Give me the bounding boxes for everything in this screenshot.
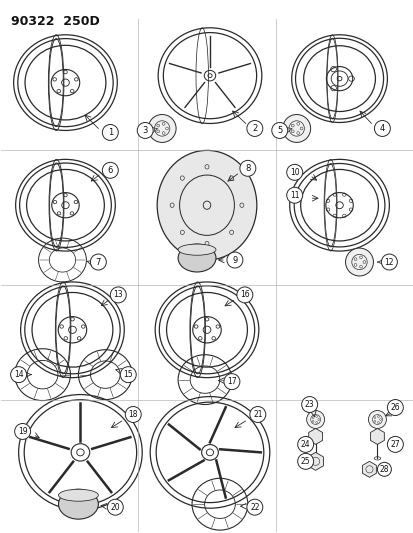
Text: 17: 17 — [227, 377, 236, 386]
Circle shape — [239, 160, 255, 176]
Text: 22: 22 — [249, 503, 259, 512]
Circle shape — [377, 462, 390, 477]
Circle shape — [125, 407, 141, 423]
Text: 25: 25 — [300, 457, 310, 466]
Circle shape — [345, 248, 373, 276]
Circle shape — [226, 252, 242, 268]
Circle shape — [246, 499, 262, 515]
Text: 28: 28 — [379, 465, 388, 474]
Ellipse shape — [157, 150, 256, 260]
Text: 10: 10 — [289, 168, 299, 177]
Ellipse shape — [178, 244, 216, 272]
Circle shape — [14, 424, 31, 439]
Circle shape — [297, 437, 313, 453]
Circle shape — [380, 254, 396, 270]
Text: 14: 14 — [14, 370, 24, 379]
Circle shape — [286, 164, 302, 180]
Circle shape — [271, 123, 287, 139]
Circle shape — [297, 454, 313, 470]
Text: 2: 2 — [252, 124, 257, 133]
Circle shape — [387, 400, 402, 416]
Polygon shape — [362, 462, 375, 477]
Circle shape — [11, 367, 26, 383]
Text: 12: 12 — [384, 257, 393, 266]
Circle shape — [301, 397, 317, 413]
Circle shape — [120, 367, 136, 383]
Text: 26: 26 — [389, 403, 399, 412]
Circle shape — [368, 410, 385, 429]
Circle shape — [286, 187, 302, 203]
Circle shape — [223, 374, 239, 390]
Circle shape — [137, 123, 153, 139]
Text: 23: 23 — [304, 400, 314, 409]
Text: 1: 1 — [107, 128, 113, 137]
Text: 20: 20 — [110, 503, 120, 512]
Text: 7: 7 — [95, 257, 101, 266]
Text: 19: 19 — [18, 427, 27, 436]
Circle shape — [387, 437, 402, 453]
Text: 13: 13 — [113, 290, 123, 300]
Text: 15: 15 — [123, 370, 133, 379]
Circle shape — [306, 410, 324, 429]
Text: 8: 8 — [244, 164, 250, 173]
Text: 3: 3 — [142, 126, 147, 135]
Text: 9: 9 — [232, 255, 237, 264]
Polygon shape — [370, 429, 383, 445]
Circle shape — [110, 287, 126, 303]
Ellipse shape — [58, 489, 98, 501]
Circle shape — [373, 120, 389, 136]
Ellipse shape — [58, 489, 98, 519]
Polygon shape — [308, 429, 322, 445]
Circle shape — [102, 163, 118, 179]
Circle shape — [148, 115, 176, 142]
Text: 4: 4 — [379, 124, 384, 133]
Text: 5: 5 — [276, 126, 282, 135]
Text: 16: 16 — [240, 290, 249, 300]
Circle shape — [102, 125, 118, 140]
Text: 21: 21 — [252, 410, 262, 419]
Text: 18: 18 — [128, 410, 138, 419]
Text: 90322  250D: 90322 250D — [11, 15, 99, 28]
Text: 27: 27 — [389, 440, 399, 449]
Circle shape — [107, 499, 123, 515]
Circle shape — [236, 287, 252, 303]
Text: 24: 24 — [300, 440, 310, 449]
Circle shape — [249, 407, 265, 423]
Ellipse shape — [178, 244, 216, 255]
Circle shape — [246, 120, 262, 136]
Text: 6: 6 — [107, 166, 113, 175]
Polygon shape — [307, 453, 323, 470]
Text: 11: 11 — [289, 191, 299, 200]
Circle shape — [282, 115, 310, 142]
Circle shape — [90, 254, 106, 270]
